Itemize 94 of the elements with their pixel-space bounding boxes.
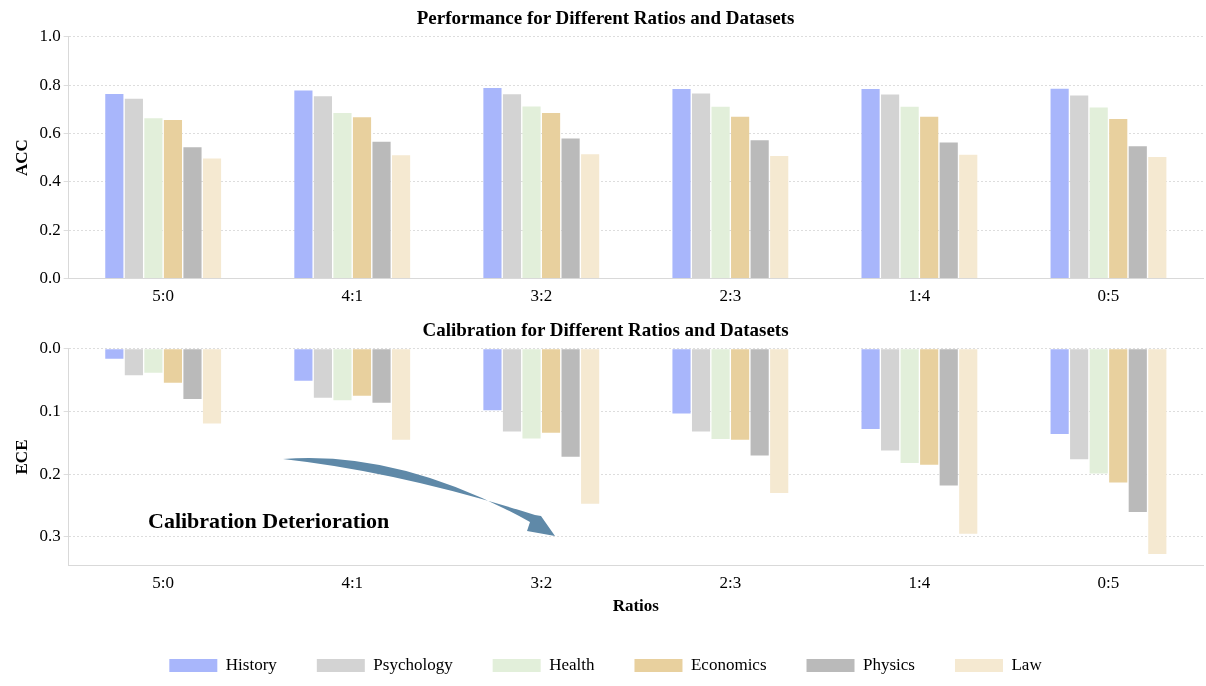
bar (959, 349, 978, 534)
bar (522, 349, 541, 439)
bar (920, 349, 939, 465)
y-tick-label: 0.1 (39, 400, 61, 420)
bar (1089, 107, 1108, 279)
x-tick-label: 4:1 (341, 572, 364, 592)
y-axis-title: ECE (11, 439, 31, 475)
legend-label: Physics (863, 654, 915, 674)
x-tick-label: 1:4 (908, 572, 931, 592)
y-tick-label: 0.4 (39, 171, 62, 191)
bar (105, 349, 124, 359)
bar (959, 154, 978, 279)
bar (939, 349, 958, 486)
legend-label: Health (549, 654, 595, 674)
legend-label: Psychology (373, 654, 454, 674)
bar (561, 138, 580, 279)
annotation: Calibration Deterioration (148, 508, 390, 534)
bar (372, 349, 391, 403)
bar (1050, 349, 1069, 435)
bar (541, 349, 561, 433)
bar (1089, 349, 1108, 474)
bar (541, 112, 561, 279)
bar (581, 349, 600, 504)
y-tick-label: 1.0 (39, 26, 61, 46)
bar (333, 349, 352, 401)
bar (1148, 349, 1167, 554)
bar (731, 349, 750, 440)
bar (561, 349, 580, 457)
bar (183, 349, 202, 399)
bar (581, 154, 600, 279)
bar (939, 142, 958, 279)
chart-title: Performance for Different Ratios and Datasets (416, 7, 795, 29)
x-tick-label: 5:0 (152, 572, 175, 592)
x-tick-label: 1:4 (908, 286, 931, 306)
bar (163, 349, 183, 383)
y-tick-label: 0.2 (39, 463, 61, 483)
bar (483, 88, 502, 279)
bar (672, 89, 691, 279)
bar (770, 156, 789, 279)
bar (1128, 349, 1147, 512)
x-tick-label: 2:3 (719, 572, 742, 592)
bar (372, 141, 391, 279)
bar (920, 116, 939, 279)
bar (352, 349, 372, 396)
x-tick-label: 5:0 (152, 286, 175, 306)
bar (391, 349, 411, 440)
y-tick-label: 0.2 (39, 219, 61, 239)
legend-label: Law (1011, 654, 1043, 674)
x-axis-title: Ratios (612, 596, 660, 616)
bar (163, 119, 183, 279)
bar (900, 349, 919, 463)
y-tick-label: 0.8 (39, 74, 61, 94)
bar (144, 349, 163, 373)
bar (900, 106, 919, 279)
bar (1148, 156, 1167, 279)
x-tick-label: 3:2 (530, 286, 553, 306)
y-tick-label: 0.3 (39, 526, 61, 546)
bar (672, 349, 691, 414)
y-axis-title: ACC (11, 139, 31, 177)
y-tick-label: 0.0 (39, 268, 61, 288)
x-tick-label: 0:5 (1097, 286, 1120, 306)
bar (1109, 119, 1128, 279)
bar (294, 349, 313, 381)
bar (861, 89, 880, 279)
bar (1128, 146, 1147, 279)
bar (105, 94, 124, 279)
y-tick-label: 0.6 (39, 122, 61, 142)
y-tick-label: 0.0 (39, 338, 61, 358)
bar (522, 106, 541, 279)
legend-label: History (225, 654, 278, 674)
bar (202, 349, 222, 424)
bar (1050, 88, 1069, 279)
x-tick-label: 2:3 (719, 286, 742, 306)
bar (861, 349, 880, 430)
bar (770, 349, 789, 494)
bar (750, 140, 769, 279)
bar (183, 147, 202, 279)
chart-title: Calibration for Different Ratios and Datasets (422, 319, 789, 341)
bar (202, 158, 222, 279)
bar (294, 90, 313, 279)
bar (483, 349, 502, 411)
bar (352, 117, 372, 279)
x-tick-label: 4:1 (341, 286, 364, 306)
bar (711, 349, 730, 440)
bar (711, 106, 730, 279)
x-tick-label: 3:2 (530, 572, 553, 592)
legend-label: Economics (690, 654, 767, 674)
bar (1109, 349, 1128, 483)
x-tick-label: 0:5 (1097, 572, 1120, 592)
bar (731, 116, 750, 279)
bar (750, 349, 769, 456)
bar (333, 112, 352, 279)
bar (144, 118, 163, 279)
bar (391, 155, 411, 279)
